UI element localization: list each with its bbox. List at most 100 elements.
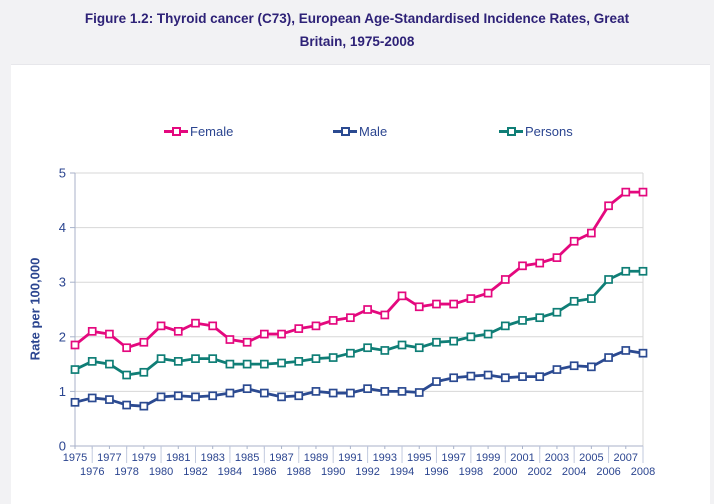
data-marker-female — [105, 329, 114, 339]
data-marker-persons — [500, 321, 510, 331]
data-marker-persons — [173, 357, 183, 366]
male-line-swatch-icon — [333, 126, 357, 136]
figure-title-line2: Britain, 1975-2008 — [299, 34, 415, 49]
x-tick-label: 1994 — [390, 466, 414, 478]
data-marker-male — [259, 388, 269, 398]
data-marker-female — [259, 329, 269, 339]
y-tick-label: 4 — [59, 220, 66, 235]
x-tick-label: 2007 — [614, 452, 638, 464]
data-marker-male — [638, 348, 648, 358]
data-marker-male — [208, 391, 218, 401]
data-marker-female — [242, 337, 252, 347]
data-marker-male — [569, 361, 579, 371]
data-marker-persons — [449, 336, 459, 346]
legend: Female Male Persons — [11, 124, 710, 142]
data-marker-female — [311, 321, 321, 331]
series-line-female — [74, 190, 643, 350]
x-tick-label: 2002 — [527, 466, 551, 478]
figure-title-line1: Figure 1.2: Thyroid cancer (C73), Europe… — [84, 11, 630, 26]
data-marker-persons — [587, 294, 596, 303]
data-marker-persons — [156, 354, 166, 363]
data-marker-persons — [621, 266, 631, 276]
data-marker-persons — [70, 365, 80, 374]
data-marker-persons — [518, 316, 527, 325]
x-tick-label: 1984 — [218, 466, 242, 478]
data-marker-female — [518, 261, 527, 271]
data-marker-male — [500, 373, 510, 383]
data-marker-female — [432, 299, 441, 309]
data-marker-female — [638, 187, 648, 197]
y-tick-label: 1 — [59, 384, 66, 399]
y-tick-label: 0 — [59, 439, 66, 454]
data-marker-female — [70, 340, 80, 350]
data-marker-persons — [259, 359, 269, 369]
data-marker-persons — [87, 357, 97, 366]
data-marker-persons — [225, 359, 235, 369]
data-marker-male — [587, 362, 596, 372]
data-marker-male — [466, 371, 476, 381]
data-marker-female — [363, 305, 372, 314]
data-marker-persons — [294, 357, 304, 366]
legend-item-male: Male — [333, 124, 387, 139]
data-marker-female — [397, 291, 407, 301]
series-line-male — [74, 349, 644, 408]
x-tick-label: 2008 — [631, 466, 655, 478]
data-marker-male — [242, 384, 252, 394]
data-marker-persons — [105, 359, 114, 369]
legend-item-persons: Persons — [499, 124, 573, 139]
data-marker-male — [397, 387, 407, 396]
x-tick-label: 2000 — [493, 466, 517, 478]
data-marker-male — [156, 392, 166, 402]
data-marker-female — [587, 228, 596, 238]
data-marker-female — [173, 326, 183, 336]
data-marker-male — [87, 393, 97, 403]
data-marker-persons — [604, 275, 613, 284]
persons-line-swatch-icon — [499, 126, 523, 136]
data-marker-persons — [432, 337, 441, 347]
x-tick-label: 1977 — [97, 452, 121, 464]
data-marker-female — [466, 294, 476, 303]
y-tick-label: 2 — [59, 329, 66, 344]
data-marker-female — [569, 236, 579, 246]
legend-item-female: Female — [164, 124, 233, 139]
data-marker-male — [311, 387, 321, 396]
data-marker-female — [414, 302, 424, 312]
x-tick-label: 2001 — [510, 452, 534, 464]
data-marker-male — [191, 392, 200, 402]
data-marker-female — [156, 321, 166, 331]
data-marker-persons — [346, 348, 355, 358]
data-marker-persons — [380, 346, 390, 355]
x-tick-label: 2004 — [562, 466, 586, 478]
x-tick-label: 1992 — [355, 466, 379, 478]
data-marker-male — [328, 388, 338, 398]
data-marker-persons — [242, 359, 252, 369]
data-marker-male — [173, 391, 183, 401]
data-marker-female — [483, 288, 493, 298]
data-marker-female — [449, 299, 459, 309]
line-chart-plot: 0 1 2 3 4 5 1975 1976 1977 1978 1979 1980 1981 1982 19… — [59, 166, 655, 479]
x-tick-label: 1982 — [183, 466, 207, 478]
data-marker-male — [604, 353, 613, 362]
x-tick-label: 1989 — [304, 452, 328, 464]
male-marker-icon — [341, 126, 350, 136]
x-tick-label: 1976 — [80, 466, 104, 478]
data-marker-male — [122, 400, 131, 410]
data-marker-male — [105, 395, 114, 404]
x-tick-label: 1975 — [63, 452, 87, 464]
data-marker-female — [277, 329, 286, 339]
data-marker-male — [414, 388, 424, 397]
data-marker-persons — [191, 354, 200, 363]
data-marker-female — [535, 258, 545, 268]
data-marker-male — [294, 391, 304, 401]
data-marker-persons — [552, 307, 562, 317]
data-marker-female — [139, 337, 149, 347]
data-marker-male — [432, 377, 441, 386]
data-marker-persons — [466, 332, 476, 342]
x-tick-label: 1993 — [373, 452, 397, 464]
y-tick-label: 5 — [59, 166, 66, 181]
data-marker-persons — [363, 343, 372, 353]
x-tick-label: 2005 — [579, 452, 603, 464]
series-line-persons — [74, 269, 643, 377]
data-marker-male — [363, 384, 372, 394]
data-marker-persons — [414, 343, 424, 353]
